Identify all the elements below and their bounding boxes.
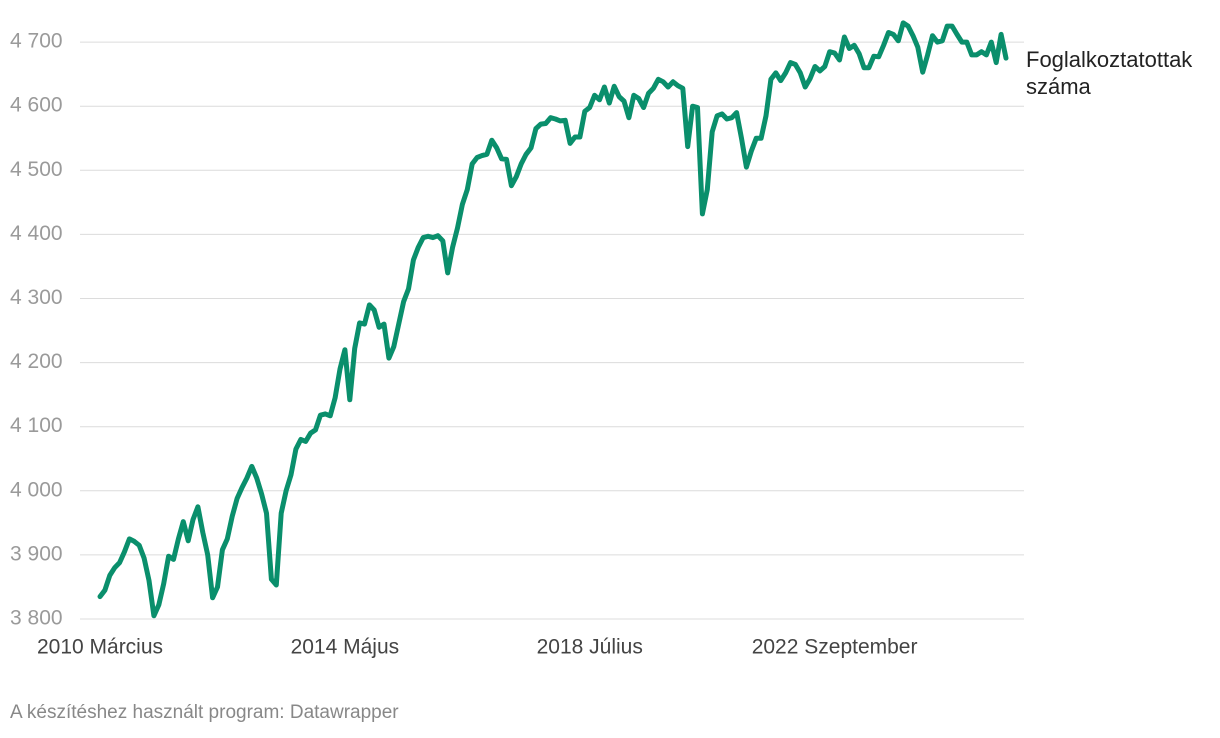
y-tick-label: 3 900 (10, 542, 63, 565)
y-tick-label: 4 500 (10, 158, 63, 181)
x-tick-label: 2022 Szeptember (752, 636, 918, 659)
y-tick-label: 4 100 (10, 414, 63, 437)
x-tick-label: 2010 Március (37, 636, 163, 659)
data-line (97, 20, 1009, 619)
y-tick-label: 4 700 (10, 30, 63, 53)
y-tick-label: 4 400 (10, 222, 63, 245)
y-tick-label: 3 800 (10, 607, 63, 630)
source-note: A készítéshez használt program: Datawrap… (10, 702, 399, 723)
y-tick-label: 4 300 (10, 286, 63, 309)
x-tick-label: 2018 Július (537, 636, 643, 659)
series-label: Foglalkoztatottak száma (1026, 47, 1193, 99)
x-tick-label: 2014 Május (291, 636, 400, 659)
chart: 3 800 3 900 4 000 4 100 4 200 4 300 4 400 4 500… (10, 20, 1024, 659)
y-tick-label: 4 200 (10, 350, 63, 373)
y-tick-label: 4 000 (10, 478, 63, 501)
y-tick-label: 4 600 (10, 94, 63, 117)
